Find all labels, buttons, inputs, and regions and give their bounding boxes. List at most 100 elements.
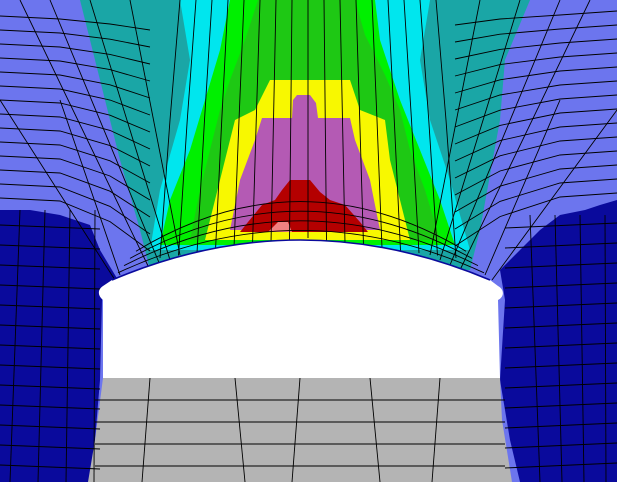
mesh-line bbox=[454, 24, 617, 43]
mesh-line bbox=[0, 29, 151, 48]
mesh-line bbox=[123, 220, 479, 267]
mesh-line bbox=[419, 0, 438, 256]
mesh-line bbox=[291, 377, 301, 482]
mesh-line bbox=[234, 377, 246, 482]
mesh-line bbox=[0, 424, 101, 430]
mesh-line bbox=[339, 0, 346, 244]
mesh-line bbox=[0, 169, 151, 218]
mesh-line bbox=[0, 127, 151, 167]
mesh-line bbox=[37, 209, 46, 482]
mesh-line bbox=[0, 384, 101, 390]
mesh-line bbox=[0, 43, 151, 65]
mesh-line bbox=[89, 0, 171, 261]
mesh-line bbox=[529, 214, 541, 482]
tunnel-opening-outline bbox=[111, 239, 491, 281]
mesh-line bbox=[0, 113, 151, 150]
mesh-line bbox=[129, 210, 473, 259]
mesh-line bbox=[355, 0, 364, 246]
mesh-line bbox=[431, 377, 441, 482]
mesh-line bbox=[454, 150, 617, 196]
mesh-line bbox=[579, 214, 585, 482]
mesh-line bbox=[371, 0, 383, 249]
mesh-line bbox=[289, 0, 293, 241]
red-stress-zone bbox=[240, 180, 368, 232]
mesh-line bbox=[0, 224, 101, 230]
mesh-line bbox=[504, 262, 617, 269]
mesh-line bbox=[117, 229, 485, 274]
mesh-line bbox=[504, 222, 617, 229]
mesh-line bbox=[215, 0, 229, 251]
mesh-line bbox=[0, 364, 101, 370]
pink-stress-zone bbox=[268, 222, 292, 232]
mesh-line bbox=[504, 322, 617, 329]
mesh-line bbox=[504, 462, 617, 469]
mesh-line bbox=[403, 0, 420, 254]
mesh-line bbox=[0, 71, 151, 99]
mesh-line bbox=[252, 0, 261, 246]
mesh-line bbox=[93, 209, 96, 482]
mesh-line bbox=[0, 244, 101, 250]
mesh-line bbox=[454, 178, 617, 230]
mesh-line bbox=[554, 214, 563, 482]
mesh-line bbox=[449, 0, 561, 266]
mesh-line bbox=[0, 99, 151, 133]
mesh-line bbox=[0, 264, 101, 270]
mesh-line bbox=[454, 136, 617, 179]
mesh-line bbox=[454, 94, 617, 128]
mesh-line bbox=[454, 80, 617, 111]
mesh-line bbox=[9, 209, 21, 482]
mesh-line bbox=[0, 15, 151, 31]
mesh-line bbox=[0, 141, 151, 184]
mesh-line bbox=[454, 66, 617, 94]
mesh-line bbox=[65, 209, 71, 482]
mesh-line bbox=[504, 282, 617, 289]
mesh-line bbox=[454, 52, 617, 77]
mesh-line bbox=[0, 284, 101, 290]
mesh-line bbox=[504, 402, 617, 409]
mesh-line bbox=[0, 197, 151, 252]
mesh-line bbox=[454, 192, 617, 247]
mesh-line bbox=[196, 0, 213, 254]
mesh-line bbox=[454, 38, 617, 60]
mesh-line bbox=[135, 201, 467, 252]
mesh-line bbox=[454, 108, 617, 145]
mesh-line bbox=[129, 0, 181, 256]
mesh-line bbox=[387, 0, 401, 251]
mesh-line bbox=[504, 422, 617, 429]
mesh-line bbox=[159, 0, 181, 259]
mesh-line bbox=[178, 0, 197, 256]
tunnel-lining bbox=[88, 378, 512, 482]
mesh-line bbox=[0, 324, 101, 330]
mesh-line bbox=[0, 344, 101, 350]
mesh-line bbox=[484, 99, 561, 276]
mesh-line bbox=[504, 342, 617, 349]
mesh-line bbox=[0, 85, 151, 116]
mesh-line bbox=[491, 109, 617, 281]
mesh-line bbox=[59, 99, 121, 276]
mesh-line bbox=[0, 183, 151, 235]
mesh-line bbox=[0, 404, 101, 410]
tunnel-opening bbox=[98, 240, 503, 378]
mesh-line bbox=[0, 155, 151, 201]
mesh-line bbox=[0, 57, 151, 82]
mesh-line bbox=[49, 0, 161, 266]
mesh-line bbox=[141, 377, 151, 482]
mesh-line bbox=[0, 99, 116, 281]
mesh-line bbox=[454, 122, 617, 162]
mesh-line bbox=[504, 362, 617, 369]
mesh-line bbox=[369, 377, 381, 482]
mesh-line bbox=[435, 0, 457, 259]
mesh-line bbox=[429, 0, 481, 256]
mesh-line bbox=[0, 464, 101, 470]
mesh-line bbox=[270, 0, 277, 244]
mesh-line bbox=[19, 0, 151, 271]
mesh-line bbox=[323, 0, 327, 241]
mesh-line bbox=[604, 214, 607, 482]
left-dark-blue-zone bbox=[0, 210, 118, 482]
mesh-line bbox=[0, 444, 101, 450]
mesh-line bbox=[504, 242, 617, 249]
mesh-line bbox=[504, 382, 617, 389]
